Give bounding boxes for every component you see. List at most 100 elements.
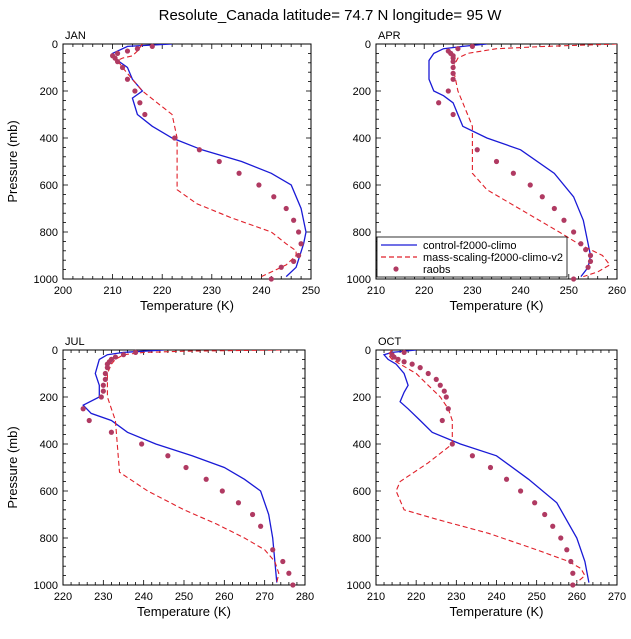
raobs-point	[298, 241, 304, 247]
raobs-point	[425, 370, 431, 377]
x-tick-label: 250	[302, 285, 320, 297]
y-tick-label: 800	[40, 533, 58, 545]
raobs-point	[493, 158, 500, 165]
x-tick-label: 240	[511, 285, 529, 297]
raobs-point	[469, 453, 475, 459]
y-tick-label: 200	[353, 86, 371, 98]
raobs-point	[449, 441, 455, 447]
y-tick-label: 400	[40, 133, 58, 145]
raobs-point	[114, 59, 121, 65]
raobs-point	[132, 88, 138, 94]
raobs-point	[401, 349, 407, 355]
raobs-point	[433, 376, 439, 382]
raobs-point	[280, 558, 286, 565]
series-control-f2000-climo	[111, 44, 307, 278]
raobs-point	[137, 100, 143, 106]
raobs-point	[216, 158, 222, 165]
x-tick-label: 230	[463, 285, 481, 297]
x-tick-label: 220	[54, 591, 72, 603]
raobs-point	[561, 217, 567, 223]
raobs-point	[469, 43, 475, 49]
panel-label: OCT	[378, 336, 402, 348]
raobs-point	[391, 354, 397, 360]
raobs-point	[527, 182, 533, 188]
raobs-point	[258, 523, 264, 529]
raobs-point	[450, 76, 456, 82]
x-tick-label: 270	[608, 591, 626, 603]
raobs-point	[570, 582, 576, 588]
raobs-point	[532, 500, 538, 506]
y-tick-label: 400	[353, 133, 371, 145]
raobs-point	[114, 50, 121, 57]
x-tick-label: 230	[447, 591, 465, 603]
raobs-point	[587, 252, 594, 259]
y-tick-label: 600	[353, 180, 371, 192]
y-tick-label: 0	[365, 345, 371, 357]
raobs-point	[487, 464, 494, 471]
x-axis-label: Temperature (K)	[450, 298, 544, 313]
series-control-f2000-climo	[428, 44, 592, 277]
legend-label: mass-scaling-f2000-climo-v2	[423, 252, 563, 264]
raobs-point	[172, 135, 178, 141]
raobs-point	[436, 100, 442, 106]
series-raobs	[389, 349, 576, 588]
y-tick-label: 0	[365, 39, 371, 51]
raobs-point	[270, 547, 276, 553]
y-tick-label: 800	[353, 533, 371, 545]
x-tick-label: 200	[54, 285, 72, 297]
y-tick-label: 200	[353, 392, 371, 404]
x-axis-label: Temperature (K)	[137, 604, 231, 619]
raobs-point	[286, 570, 292, 576]
x-tick-label: 210	[367, 591, 385, 603]
raobs-point	[203, 476, 209, 482]
panel-label: JUL	[65, 336, 85, 348]
raobs-point	[235, 500, 242, 506]
raobs-point	[417, 365, 423, 371]
series-raobs	[80, 349, 296, 588]
plot-frame	[62, 43, 312, 280]
x-axis-label: Temperature (K)	[140, 298, 234, 313]
raobs-point	[124, 48, 131, 54]
raobs-point	[271, 194, 277, 200]
legend: control-f2000-climomass-scaling-f2000-cl…	[376, 236, 568, 278]
raobs-point	[236, 170, 242, 176]
raobs-point	[450, 111, 456, 118]
raobs-point	[102, 376, 108, 382]
x-tick-label: 260	[215, 591, 233, 603]
raobs-point	[395, 356, 401, 362]
raobs-point	[133, 349, 139, 355]
raobs-point	[134, 46, 140, 52]
x-tick-label: 240	[134, 591, 152, 603]
raobs-point	[98, 394, 104, 400]
legend-label: raobs	[423, 264, 451, 276]
raobs-point	[100, 388, 106, 394]
y-tick-label: 200	[40, 86, 58, 98]
y-axis-label: Pressure (mb)	[5, 120, 20, 202]
raobs-point	[568, 558, 574, 565]
x-tick-label: 220	[153, 285, 171, 297]
raobs-point	[296, 229, 302, 235]
series-control-f2000-climo	[82, 350, 278, 583]
raobs-point	[455, 46, 461, 52]
raobs-point	[401, 359, 407, 365]
raobs-point	[510, 170, 516, 176]
plot-frame	[375, 43, 618, 280]
raobs-point	[564, 547, 570, 553]
panel-label: JAN	[65, 30, 86, 42]
raobs-point	[291, 258, 297, 264]
y-tick-label: 0	[52, 345, 58, 357]
raobs-point	[112, 354, 119, 360]
y-tick-label: 600	[40, 180, 58, 192]
raobs-point	[120, 352, 127, 358]
raobs-point	[441, 388, 447, 394]
raobs-point	[149, 43, 155, 49]
raobs-point	[100, 382, 106, 388]
raobs-point	[570, 570, 576, 576]
y-tick-label: 800	[353, 227, 371, 239]
raobs-point	[437, 382, 443, 388]
figure-title: Resolute_Canada latitude= 74.7 N longitu…	[159, 7, 503, 24]
y-tick-label: 600	[40, 486, 58, 498]
y-tick-label: 800	[40, 227, 58, 239]
series-raobs	[436, 43, 594, 282]
